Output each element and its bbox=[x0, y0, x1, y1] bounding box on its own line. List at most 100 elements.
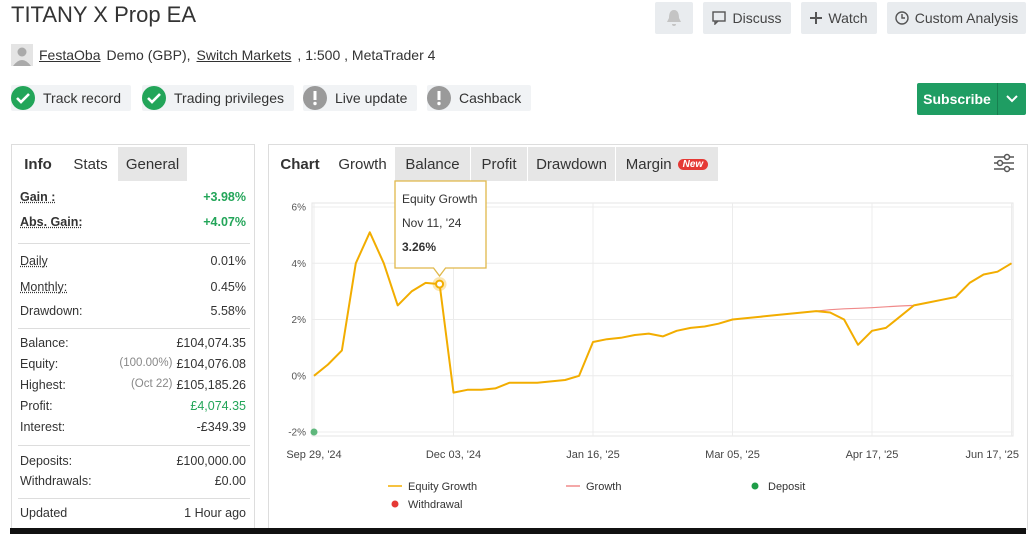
tooltip-value: 3.26% bbox=[402, 240, 436, 254]
legend-label: Growth bbox=[586, 481, 621, 493]
stat-value-group: +4.07% bbox=[203, 215, 246, 229]
legend-item: Equity Growth bbox=[388, 481, 477, 493]
stat-label: Monthly: bbox=[20, 280, 68, 294]
stat-value-group: 0.01% bbox=[211, 254, 246, 268]
tab[interactable]: Profit bbox=[471, 147, 527, 181]
tooltip-box bbox=[394, 180, 487, 278]
stat-label: Equity: bbox=[20, 357, 59, 371]
stat-value: £104,076.08 bbox=[176, 357, 246, 371]
stat-label: Drawdown: bbox=[20, 304, 83, 318]
stat-label: Interest: bbox=[20, 420, 66, 434]
button-label: Custom Analysis bbox=[914, 10, 1019, 26]
tab[interactable]: Balance bbox=[395, 147, 470, 181]
badge: Track record bbox=[11, 85, 132, 111]
badge: Live update bbox=[303, 85, 418, 111]
legend-item: Growth bbox=[566, 481, 621, 493]
stat-value-group: £100,000.00 bbox=[176, 454, 246, 468]
y-tick-label: 2% bbox=[292, 315, 307, 326]
stat-value: £4,074.35 bbox=[190, 399, 246, 413]
x-tick-label: Apr 17, '25 bbox=[846, 449, 899, 461]
separator bbox=[18, 328, 250, 329]
event-point bbox=[310, 428, 318, 436]
stat-label: Highest: bbox=[20, 378, 66, 392]
series-line bbox=[313, 231, 1013, 394]
tooltip-point bbox=[435, 279, 445, 289]
tab[interactable]: Margin New bbox=[616, 147, 718, 181]
title: TITANY X Prop EA bbox=[11, 2, 197, 27]
stat-label: Gain : bbox=[20, 190, 56, 204]
stat-row: Deposits: £100,000.00 bbox=[20, 454, 246, 468]
stat-value-group: 1 Hour ago bbox=[184, 506, 246, 520]
tab[interactable]: Info bbox=[13, 147, 63, 181]
account-details: , 1:500 , MetaTrader 4 bbox=[297, 47, 436, 63]
stat-label: Abs. Gain: bbox=[20, 215, 83, 229]
x-tick-label: Mar 05, '25 bbox=[705, 449, 760, 461]
legend-label: Deposit bbox=[768, 481, 805, 493]
stat-value-group: +3.98% bbox=[203, 190, 246, 204]
legend-item: Withdrawal bbox=[391, 499, 462, 511]
tab[interactable]: Growth bbox=[330, 147, 395, 181]
separator bbox=[18, 243, 250, 244]
stat-label: Balance: bbox=[20, 336, 69, 350]
y-tick-label: 4% bbox=[292, 259, 307, 270]
settings-icon[interactable] bbox=[993, 153, 1015, 173]
stat-row: Gain : +3.98% bbox=[20, 190, 246, 204]
stat-label: Deposits: bbox=[20, 454, 73, 468]
separator bbox=[18, 498, 250, 499]
stat-value: +4.07% bbox=[203, 215, 246, 229]
x-tick-label: Dec 03, '24 bbox=[426, 449, 481, 461]
stat-value: 5.58% bbox=[210, 304, 246, 318]
discuss-button[interactable]: Discuss bbox=[703, 2, 791, 34]
legend-label: Withdrawal bbox=[408, 499, 462, 511]
x-tick-label: Jan 16, '25 bbox=[566, 449, 619, 461]
analysis-button[interactable]: Custom Analysis bbox=[887, 2, 1026, 34]
stat-row: Interest: -£349.39 bbox=[20, 420, 246, 434]
stat-value: 0.01% bbox=[210, 254, 246, 268]
new-badge: New bbox=[677, 158, 709, 170]
tab[interactable]: Drawdown bbox=[528, 147, 615, 181]
stat-row: Equity: (100.00%) £104,076.08 bbox=[20, 357, 246, 371]
stat-value-group: -£349.39 bbox=[197, 420, 246, 434]
stat-value-group: (100.00%) £104,076.08 bbox=[119, 357, 246, 371]
tab-label: Margin bbox=[625, 155, 672, 173]
tab[interactable]: General bbox=[118, 147, 187, 181]
stat-value-group: 0.45% bbox=[211, 280, 246, 294]
x-tick-label: Sep 29, '24 bbox=[286, 449, 341, 461]
account-type: Demo (GBP), bbox=[106, 47, 191, 63]
tab[interactable]: Stats bbox=[63, 147, 118, 181]
stat-row: Withdrawals: £0.00 bbox=[20, 474, 246, 488]
stat-row: Daily 0.01% bbox=[20, 254, 246, 268]
stat-value: 0.45% bbox=[210, 280, 246, 294]
notify-button[interactable] bbox=[655, 2, 693, 34]
subscribe-button[interactable]: Subscribe bbox=[917, 83, 1026, 115]
separator bbox=[18, 445, 250, 446]
tooltip: Equity Growth Nov 11, '24 3.26% bbox=[394, 180, 487, 278]
stat-row: Drawdown: 5.58% bbox=[20, 304, 246, 318]
stat-row: Profit: £4,074.35 bbox=[20, 399, 246, 413]
stat-row: Updated 1 Hour ago bbox=[20, 506, 246, 520]
label: Cashback bbox=[459, 90, 522, 106]
tab[interactable]: Chart bbox=[270, 147, 330, 181]
legend-item: Deposit bbox=[751, 481, 805, 493]
stat-value-group: £0.00 bbox=[215, 474, 246, 488]
label: Trading privileges bbox=[174, 90, 284, 106]
badge: Cashback bbox=[427, 85, 532, 111]
watch-button[interactable]: Watch bbox=[801, 2, 877, 34]
stat-value: -£349.39 bbox=[196, 420, 246, 434]
chart: -2% 0% 2% 4% 6% Sep 29, '24 Dec 03, '24 Jan 16,… bbox=[286, 180, 1019, 511]
stat-label: Withdrawals: bbox=[20, 474, 92, 488]
bottom-bar bbox=[10, 528, 1026, 534]
stat-label: Profit: bbox=[20, 399, 53, 413]
y-tick-label: 0% bbox=[292, 371, 307, 382]
stat-value: £105,185.26 bbox=[176, 378, 246, 392]
stat-note: (100.00%) bbox=[119, 357, 173, 369]
broker-link[interactable]: Switch Markets bbox=[196, 47, 292, 63]
avatar bbox=[11, 44, 33, 66]
label: Live update bbox=[335, 90, 408, 106]
stat-row: Highest: (Oct 22) £105,185.26 bbox=[20, 378, 246, 392]
button-label: Watch bbox=[828, 10, 868, 26]
legend-label: Equity Growth bbox=[408, 481, 477, 493]
badge: Trading privileges bbox=[142, 85, 294, 111]
user-link[interactable]: FestaOba bbox=[39, 47, 101, 63]
